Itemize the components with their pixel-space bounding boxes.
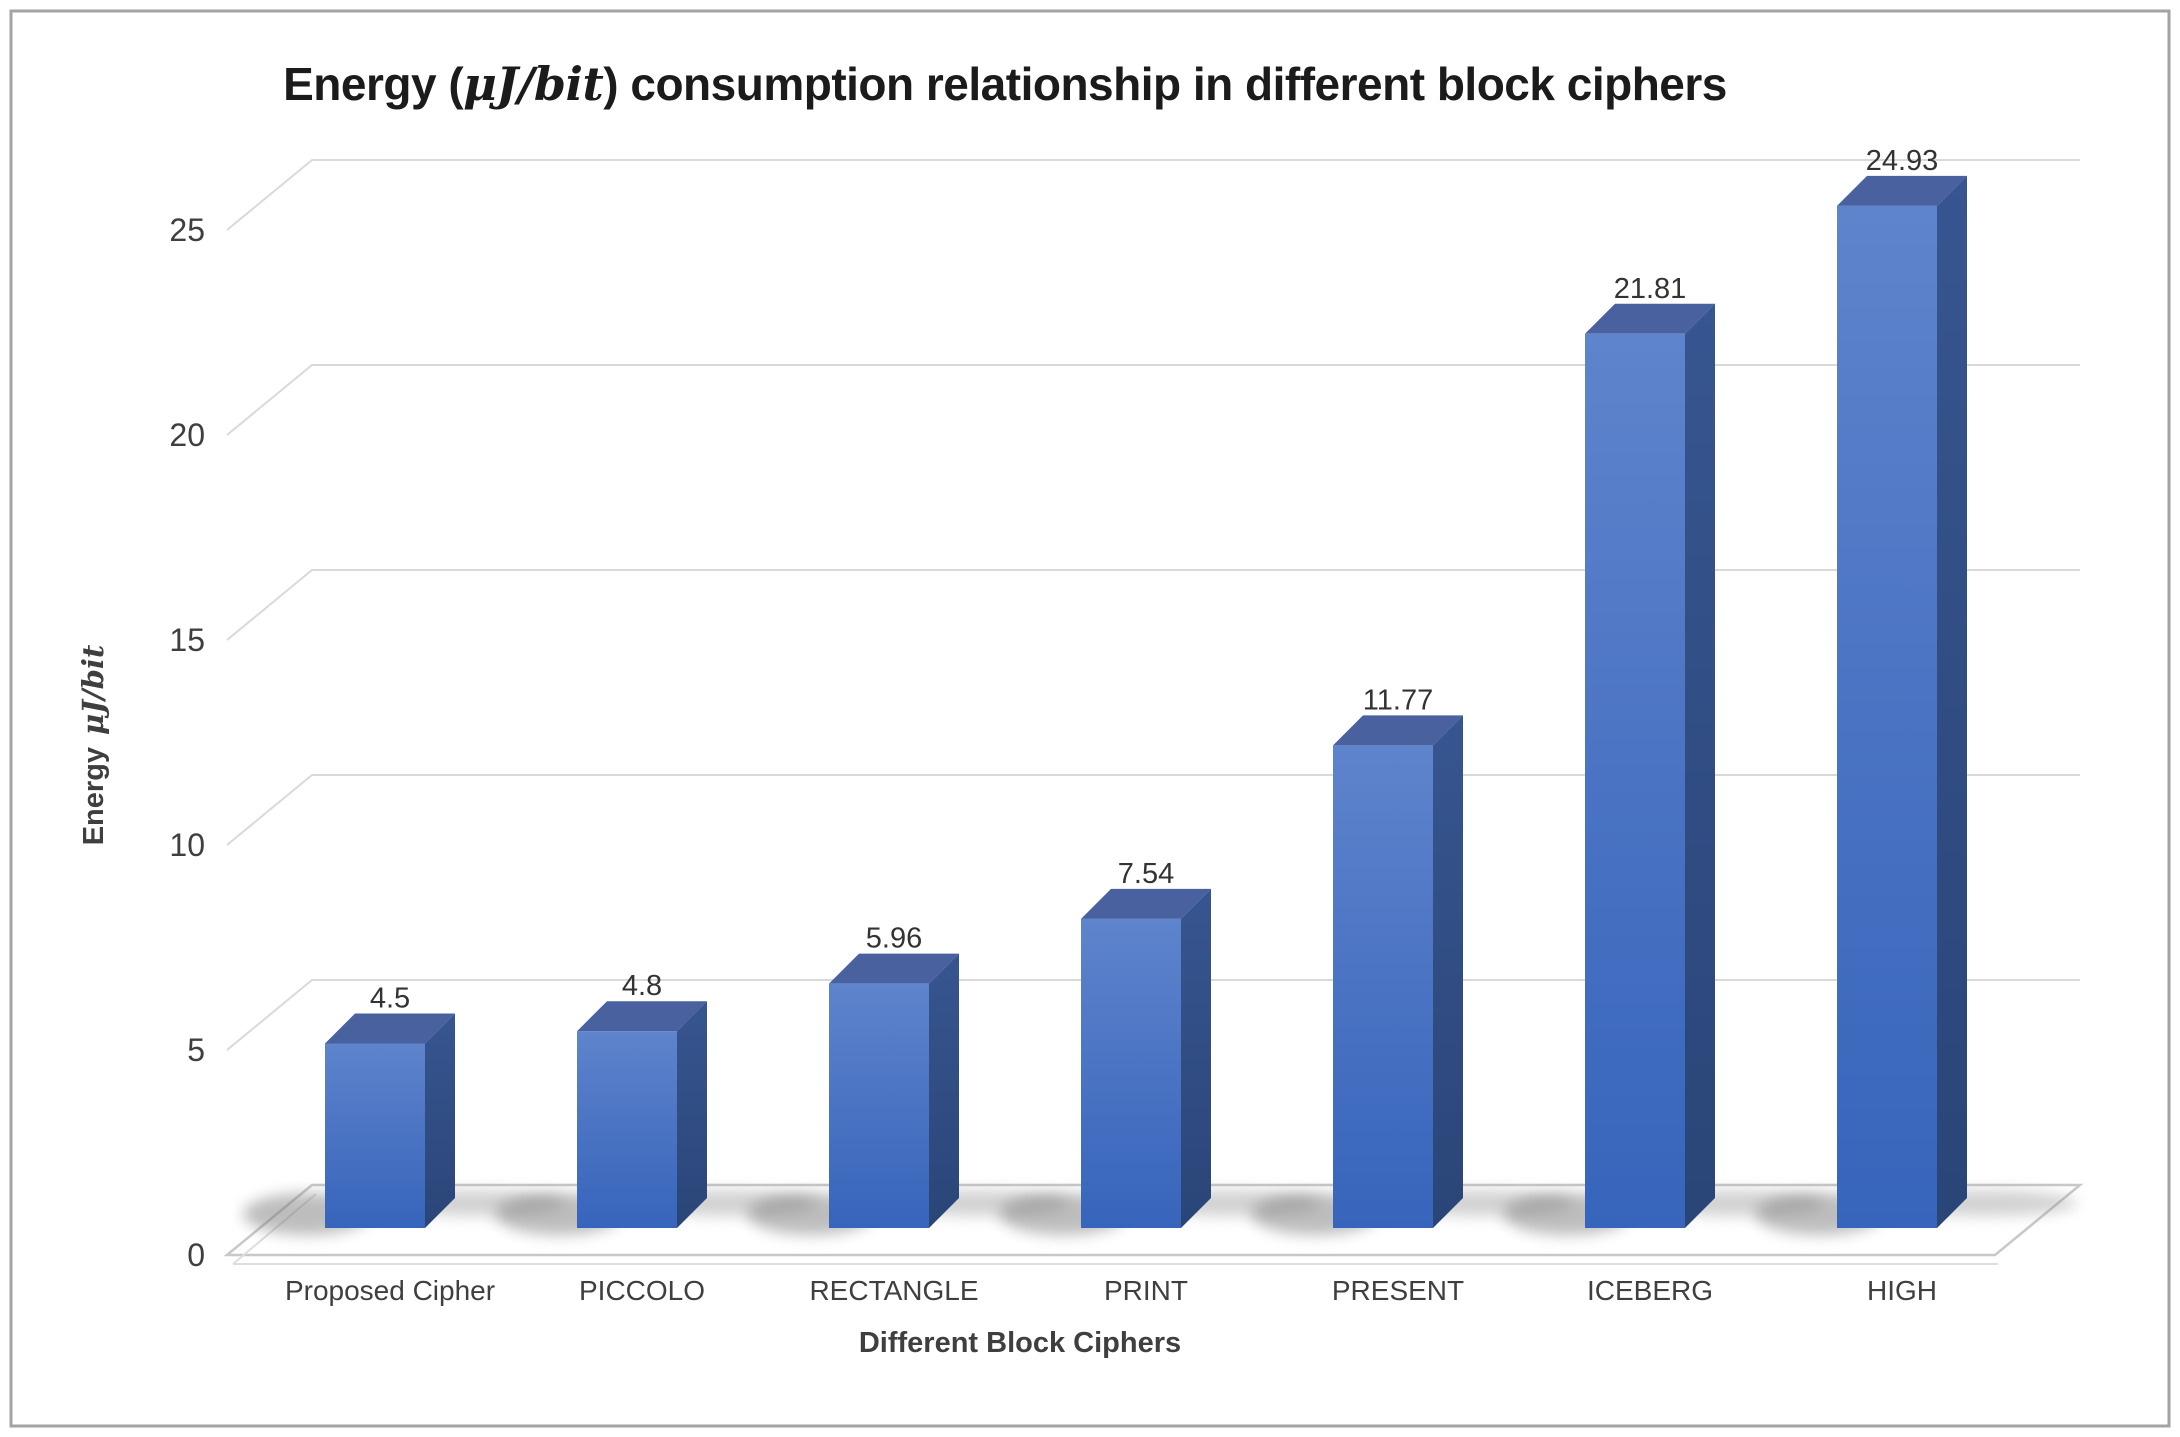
bar-front-face-PRESENT: [1333, 745, 1433, 1228]
data-label-HIGH: 24.93: [1866, 145, 1939, 177]
gridline-15: [226, 569, 2080, 641]
bar-top-face-ICEBERG: [1585, 303, 1715, 334]
data-label-PRINT: 7.54: [1118, 858, 1174, 890]
bar-side-face-HIGH: [1937, 175, 1967, 1228]
y-tick-label-20: 20: [169, 417, 205, 453]
bar-side-face-PICCOLO: [677, 1001, 707, 1228]
bar-front-face-ICEBERG: [1585, 333, 1685, 1228]
bar-top-face-PRINT: [1081, 888, 1211, 919]
y-axis-title-math: μJ/bit: [76, 644, 110, 735]
data-label-Proposed Cipher: 4.5: [370, 983, 410, 1015]
bar-front-face-HIGH: [1837, 205, 1937, 1228]
gridline-10: [226, 774, 2080, 846]
gridline-5: [226, 979, 2080, 1051]
bar-front-face-RECTANGLE: [829, 983, 929, 1228]
y-tick-label-5: 5: [187, 1032, 205, 1068]
data-label-ICEBERG: 21.81: [1614, 273, 1687, 305]
bar-top-face-PICCOLO: [577, 1001, 707, 1032]
bar-side-face-PRESENT: [1433, 715, 1463, 1228]
data-label-PICCOLO: 4.8: [622, 970, 662, 1002]
gridlines-layer: [226, 159, 2080, 1051]
x-axis-title: Different Block Ciphers: [859, 1327, 1181, 1359]
bars-layer: [325, 175, 1967, 1228]
bar-side-face-RECTANGLE: [929, 953, 959, 1228]
chart-title: Energy (μJ/bit) consumption relationship…: [283, 57, 1727, 111]
y-axis-title: Energy μJ/bit: [76, 644, 110, 845]
chart-title-part1: Energy (: [283, 58, 464, 110]
y-axis-title-text: Energy: [78, 747, 110, 845]
x-category-label-RECTANGLE: RECTANGLE: [809, 1275, 978, 1306]
y-tick-label-10: 10: [169, 827, 205, 863]
data-label-PRESENT: 11.77: [1363, 684, 1433, 716]
x-category-label-PRESENT: PRESENT: [1332, 1275, 1464, 1306]
data-labels-layer: 4.5 4.8 5.96 7.54 11.77 21.81 24.93: [370, 145, 1938, 1015]
x-category-label-HIGH: HIGH: [1867, 1275, 1937, 1306]
bar-front-face-PRINT: [1081, 918, 1181, 1228]
bar-top-face-HIGH: [1837, 175, 1967, 206]
x-category-label-Proposed Cipher: Proposed Cipher: [285, 1275, 495, 1306]
x-category-label-PICCOLO: PICCOLO: [579, 1275, 705, 1306]
bar-top-face-PRESENT: [1333, 715, 1463, 746]
bar-side-face-Proposed Cipher: [425, 1013, 455, 1228]
x-category-label-PRINT: PRINT: [1104, 1275, 1188, 1306]
x-category-label-ICEBERG: ICEBERG: [1587, 1275, 1713, 1306]
chart-title-part2: ) consumption relationship in different …: [603, 58, 1727, 110]
bar-side-face-PRINT: [1181, 888, 1211, 1228]
bar-front-face-Proposed Cipher: [325, 1043, 425, 1228]
data-label-RECTANGLE: 5.96: [866, 923, 922, 955]
gridline-25: [226, 159, 2080, 231]
gridline-20: [226, 364, 2080, 436]
y-tick-label-0: 0: [187, 1237, 205, 1273]
y-tick-label-25: 25: [169, 212, 205, 248]
category-labels-layer: Proposed Cipher PICCOLO RECTANGLE PRINT PRES…: [285, 1275, 1937, 1306]
bar-top-face-RECTANGLE: [829, 953, 959, 984]
bar-front-face-PICCOLO: [577, 1031, 677, 1228]
bar-side-face-ICEBERG: [1685, 303, 1715, 1228]
y-tick-labels-layer: 0 5 10 15 20 25: [169, 212, 205, 1273]
bar-top-face-Proposed Cipher: [325, 1013, 455, 1044]
y-tick-label-15: 15: [169, 622, 205, 658]
chart-title-math: μJ/bit: [463, 57, 603, 111]
